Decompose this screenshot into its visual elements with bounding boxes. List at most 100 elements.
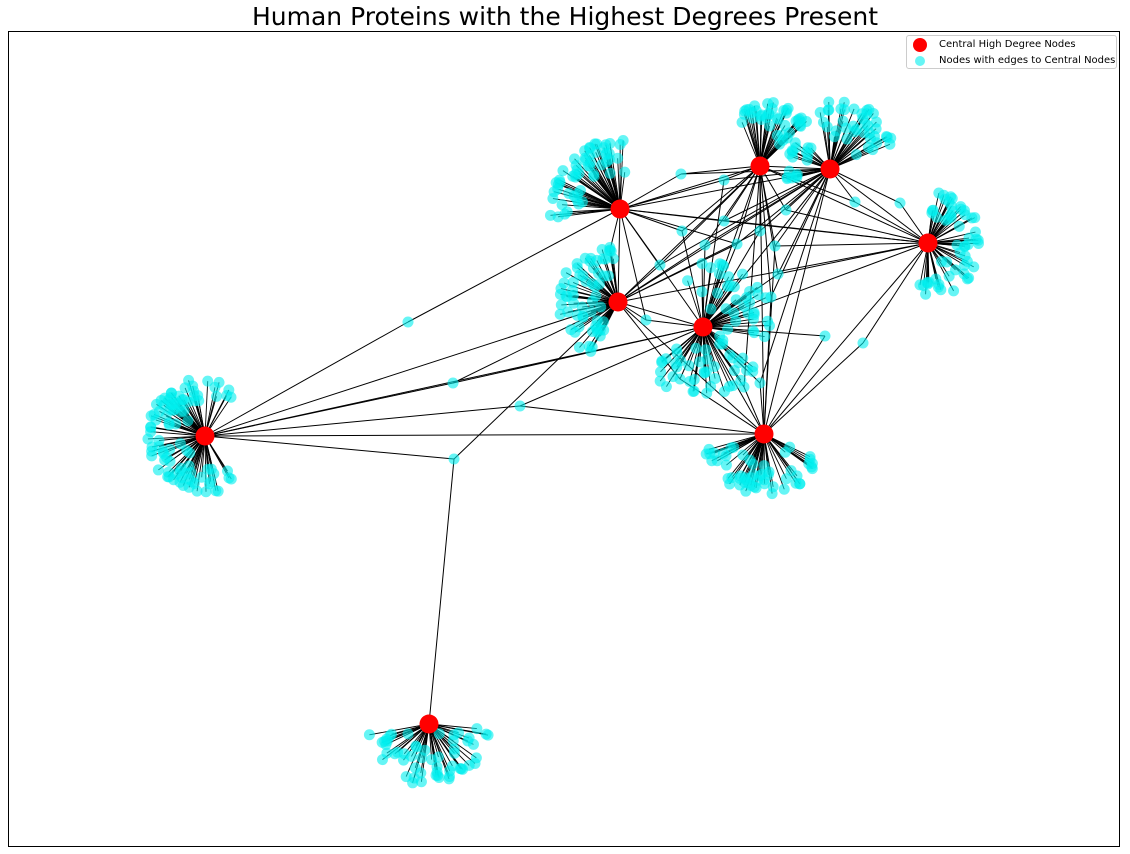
peripheral-node [717,334,729,346]
peripheral-node [694,356,706,368]
peripheral-node [720,459,732,471]
peripheral-node [756,109,768,121]
edge [759,165,856,203]
peripheral-node [552,183,564,195]
peripheral-node [684,376,696,388]
peripheral-node [963,232,975,244]
peripheral-node [171,468,183,480]
peripheral-node [837,115,849,127]
peripheral-node [867,107,879,119]
edge [619,208,738,245]
peripheral-node [870,116,882,128]
peripheral-node [561,206,573,218]
peripheral-node [596,244,608,256]
peripheral-node [570,159,582,171]
peripheral-node [209,381,221,393]
peripheral-node [376,754,388,766]
peripheral-node [363,729,375,741]
edge [777,168,831,275]
peripheral-node [432,751,444,763]
peripheral-node [576,196,588,208]
peripheral-node [708,361,720,373]
peripheral-node [738,381,750,393]
central-node [750,156,770,176]
peripheral-node [920,288,932,300]
central-node [918,233,938,253]
edge [702,326,725,392]
peripheral-node [730,315,742,327]
peripheral-node [848,103,860,115]
peripheral-node [762,98,774,110]
peripheral-node [857,337,869,349]
peripheral-node [780,473,792,485]
edge [617,208,621,303]
peripheral-node [600,149,612,161]
peripheral-node [577,270,589,282]
peripheral-node [443,773,455,785]
edge [407,208,621,323]
legend-label-central: Central High Degree Nodes [939,39,1076,50]
edge [736,165,761,245]
peripheral-node [211,390,223,402]
peripheral-node [402,728,414,740]
peripheral-node [951,239,963,251]
peripheral-node [781,104,793,116]
peripheral-node [471,723,483,735]
peripheral-node [744,285,756,297]
peripheral-node [583,340,595,352]
edge [702,168,831,328]
peripheral-node [554,174,566,186]
legend-label-peripheral: Nodes with edges to Central Nodes [939,55,1116,66]
edge [759,165,831,170]
peripheral-node [705,380,717,392]
peripheral-node [723,271,735,283]
central-nodes [195,156,938,734]
edge [759,165,779,275]
edge [619,165,761,210]
peripheral-node [179,382,191,394]
plot-area [8,31,1120,847]
peripheral-node [973,238,985,250]
peripheral-node [146,450,158,462]
peripheral-node [158,447,170,459]
peripheral-node [718,174,730,186]
peripheral-node [862,141,874,153]
peripheral-node [223,384,235,396]
peripheral-node [558,277,570,289]
peripheral-node [671,361,683,373]
peripheral-node [589,280,601,292]
peripheral-node [410,740,422,752]
edge [829,168,901,204]
edge [723,168,831,181]
peripheral-node [447,735,459,747]
peripheral-node [698,366,710,378]
edge [204,435,455,460]
peripheral-node [769,240,781,252]
edge [519,405,765,435]
chart-title: Human Proteins with the Highest Degrees … [251,2,879,31]
peripheral-node [823,96,835,108]
peripheral-node [802,142,814,154]
edge [562,204,621,210]
peripheral-node [766,488,778,500]
peripheral-node [163,419,175,431]
peripheral-node [196,471,208,483]
peripheral-node [656,356,668,368]
edge [702,165,761,328]
peripheral-node [200,486,212,498]
edge [763,168,831,435]
edge [774,168,831,247]
peripheral-node [966,212,978,224]
edge [829,168,929,244]
peripheral-node [165,391,177,403]
peripheral-node [849,196,861,208]
edge [708,433,765,450]
peripheral-node [600,139,612,151]
central-node [195,426,215,446]
peripheral-node [415,776,427,788]
peripheral-node [160,410,172,422]
peripheral-node [164,456,176,468]
peripheral-node [433,728,445,740]
peripheral-node [733,357,745,369]
peripheral-node [557,165,569,177]
